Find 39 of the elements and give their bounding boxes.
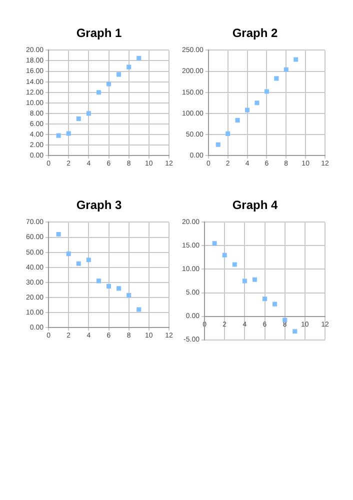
point [86, 258, 91, 262]
point [262, 296, 268, 302]
point [212, 241, 217, 246]
point [56, 133, 61, 138]
point [242, 278, 247, 284]
point [126, 292, 132, 298]
point [136, 307, 142, 312]
point [56, 232, 61, 237]
chart-title: Graph 3 [75, 198, 123, 214]
point [245, 108, 250, 112]
point [76, 116, 81, 121]
point [292, 329, 298, 334]
point [86, 111, 91, 116]
chart-title: Graph 2 [231, 26, 279, 42]
point [106, 82, 112, 86]
point [106, 284, 112, 288]
point [116, 72, 122, 77]
chart-title: Graph 4 [231, 198, 279, 214]
point [294, 57, 298, 62]
point [126, 64, 132, 70]
point [222, 252, 227, 258]
point [216, 142, 220, 147]
point [66, 252, 71, 256]
point [66, 131, 71, 136]
point [96, 278, 101, 284]
chart-title: Graph 1 [75, 26, 123, 42]
point [76, 261, 81, 266]
point [226, 131, 230, 136]
point [232, 262, 237, 267]
point [116, 286, 122, 291]
point [254, 100, 260, 106]
point [274, 76, 279, 81]
point [252, 277, 257, 282]
point [235, 118, 240, 122]
point [272, 302, 278, 306]
point [264, 89, 269, 94]
point [136, 56, 142, 60]
point [284, 67, 288, 72]
point [96, 90, 101, 95]
